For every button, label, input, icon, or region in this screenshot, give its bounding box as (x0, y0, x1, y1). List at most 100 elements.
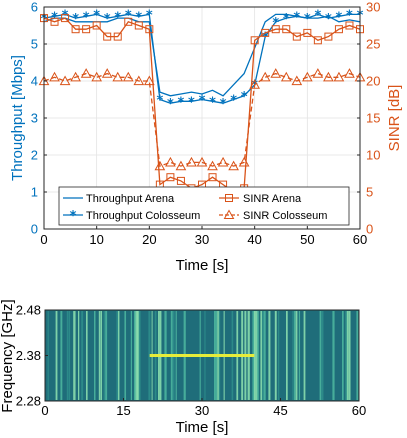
data-point-star: * (325, 12, 332, 27)
data-point-triangle (259, 71, 271, 82)
spectrogram-stripe (55, 311, 58, 400)
data-point-triangle (165, 156, 176, 167)
data-point-triangle (333, 71, 345, 82)
y-right-tick-label: 30 (366, 0, 380, 15)
spectrogram-stripe (346, 311, 349, 400)
data-point-square (92, 21, 101, 30)
legend-label: Throughput Arena (86, 193, 175, 205)
data-point-triangle (186, 156, 197, 167)
data-point-star: * (304, 12, 311, 27)
top-x-axis-label: Time [s] (176, 257, 229, 274)
data-point-square (313, 36, 322, 45)
spectrogram-stripe (294, 311, 296, 400)
spectrogram-stripe (255, 311, 258, 400)
x-tick-label: 30 (195, 232, 209, 247)
data-point-triangle (228, 160, 239, 171)
data-point-triangle (280, 71, 292, 82)
spectrogram-stripe (356, 311, 359, 400)
spectrogram-x-axis-label: Time [s] (176, 419, 229, 436)
spectrogram-stripe (47, 311, 49, 400)
data-point-star: * (199, 94, 206, 109)
y-right-tick-label: 15 (366, 111, 380, 126)
x-tick-label: 60 (353, 232, 367, 247)
y-left-tick-label: 6 (31, 0, 38, 15)
data-point-triangle (249, 79, 261, 89)
spectrogram-stripe (292, 311, 294, 400)
data-point-square (345, 21, 354, 30)
spectrogram-stripe (68, 311, 71, 400)
data-point-square (292, 32, 301, 41)
spectrogram-stripe (254, 311, 256, 400)
data-point-square (261, 28, 270, 37)
series-sinr-colosseum (38, 68, 366, 171)
series-line (43, 72, 361, 167)
spectrogram-stripe (342, 311, 344, 400)
data-point-star: * (146, 8, 153, 23)
data-point-square (71, 25, 80, 34)
spectrogram-stripe (118, 311, 120, 400)
spectrogram-stripe (260, 311, 263, 400)
spectrogram-stripe (295, 311, 298, 400)
spectrogram-stripe (278, 311, 280, 400)
data-point-star: * (178, 95, 185, 110)
x-tick-label: 10 (89, 232, 103, 247)
spectrogram-stripe (86, 311, 88, 400)
data-point-star: * (314, 8, 321, 23)
series-line (43, 17, 361, 193)
data-point-triangle (196, 156, 208, 167)
data-point-star: * (283, 12, 290, 27)
spectrogram-stripe (319, 311, 322, 400)
data-point-triangle (133, 75, 145, 86)
spectrogram-stripe (298, 311, 301, 400)
legend-entry-sinr-colosseum: SINR Colosseum (219, 209, 327, 222)
data-point-star: * (156, 94, 163, 109)
data-point-star: * (293, 10, 300, 25)
y-left-tick-label: 3 (31, 111, 38, 126)
y-left-tick-label: 1 (31, 185, 38, 200)
y-left-tick-label: 5 (31, 37, 38, 52)
data-point-triangle (238, 156, 250, 167)
x-tick-label: 30 (195, 403, 209, 418)
spectrogram-stripe (137, 311, 140, 400)
data-point-triangle (80, 68, 92, 78)
spectrogram-stripe (263, 311, 266, 400)
data-point-triangle (101, 68, 113, 78)
data-point-square (124, 17, 133, 26)
y-right-tick-label: 25 (366, 37, 380, 52)
data-point-star: * (62, 8, 69, 23)
legend-marker-star: * (70, 209, 77, 224)
legend-label: SINR Colosseum (243, 210, 327, 222)
y-right-tick-label: 20 (366, 74, 380, 89)
data-point-square (61, 14, 70, 23)
data-point-triangle (59, 75, 71, 86)
data-point-square (103, 32, 112, 41)
spectrogram-stripe (124, 311, 127, 400)
data-point-triangle (112, 71, 124, 82)
spectrogram-stripe (73, 311, 76, 400)
legend-box (58, 186, 350, 226)
y-left-tick-label: 2 (31, 148, 38, 163)
y-right-tick-label: 10 (366, 148, 380, 163)
data-point-star: * (230, 94, 237, 109)
top-y-ticks-left: 0 1 2 3 4 5 6 (31, 0, 47, 237)
y-tick-label: 2.28 (16, 394, 41, 409)
y-left-tick-label: 4 (31, 74, 38, 89)
data-point-star: * (114, 10, 121, 25)
spectrogram-stripe (268, 311, 271, 400)
spectrogram-stripe (286, 311, 288, 400)
data-point-star: * (209, 95, 216, 110)
data-point-triangle (323, 71, 334, 82)
spectrogram-stripe (81, 311, 84, 400)
legend-label: SINR Arena (243, 193, 302, 205)
data-point-square (271, 25, 280, 34)
data-point-star: * (125, 8, 132, 23)
data-point-square (50, 17, 59, 26)
y-tick-label: 2.38 (16, 348, 41, 363)
x-tick-label: 0 (40, 232, 47, 247)
data-point-star: * (83, 10, 90, 25)
spectrogram-stripe (348, 311, 351, 400)
spectrogram-stripe (98, 311, 101, 400)
data-point-square (176, 176, 185, 185)
data-point-triangle (122, 71, 134, 82)
data-point-star: * (262, 31, 269, 46)
